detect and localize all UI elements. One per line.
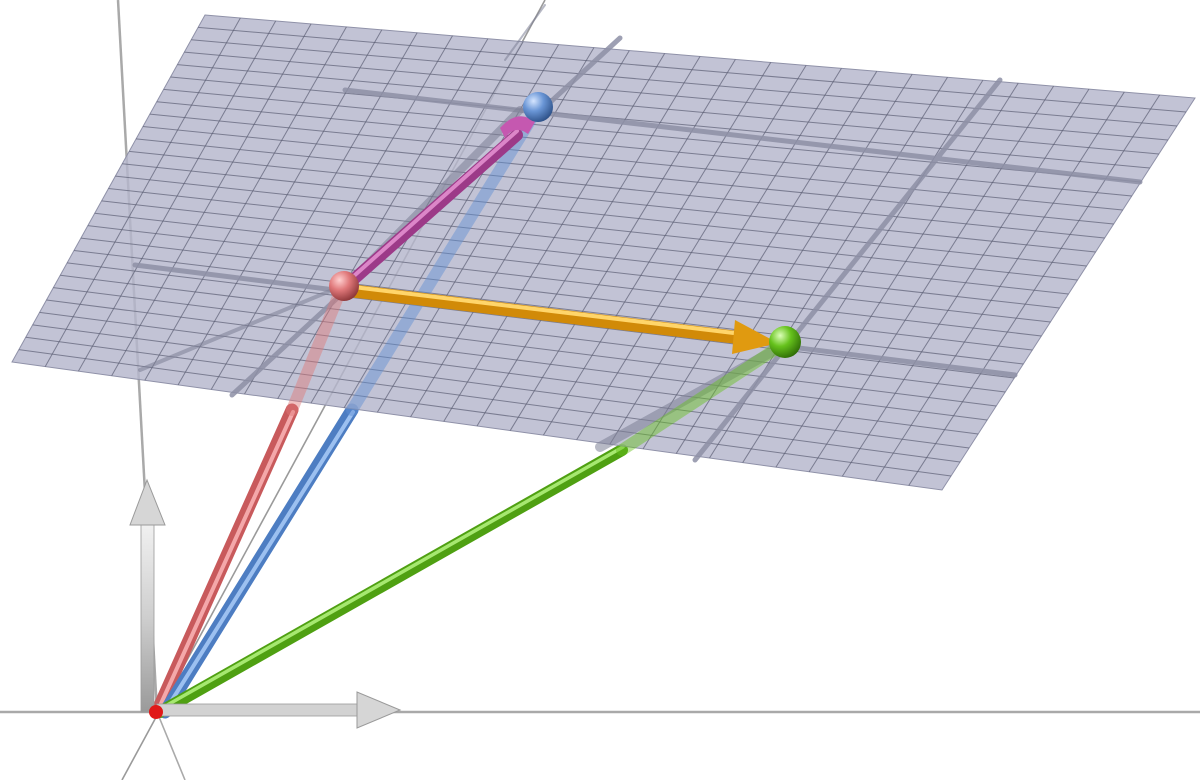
position-vectors-upper (286, 102, 791, 456)
plane-grid-line-v (60, 274, 1006, 393)
point-red[interactable] (329, 271, 359, 301)
vector-red-to-green-head (732, 320, 778, 354)
plane-grid-line-u (742, 79, 984, 463)
point-blue[interactable] (523, 92, 553, 122)
plane-grid-line-v (108, 188, 1069, 295)
plane-grid-line-u (543, 62, 772, 436)
y-axis-line-back (156, 711, 186, 780)
plane-grid-line-v (80, 237, 1033, 351)
plane-surface (11, 14, 1196, 491)
plane-grid-line-v (39, 311, 979, 435)
position-vector-green-lower (154, 444, 628, 718)
plane-grid-line-v (101, 200, 1060, 309)
origin-point (149, 705, 163, 719)
vector-red-to-green-hl (343, 284, 744, 336)
position-vector-blue-lower-hl (165, 410, 355, 710)
z-unit-arrow-shaft (140, 519, 155, 713)
position-vector-green-lower-hl (160, 445, 625, 710)
plane-grid-line-v (73, 249, 1024, 365)
plane-grid-line-u (775, 82, 1019, 468)
unit-axis-arrows (129, 478, 402, 729)
position-vector-green-upper (616, 337, 791, 456)
position-vector-red-lower-hl (157, 410, 295, 710)
plane-grid-line-v (94, 212, 1051, 323)
plane-grid-line-v (87, 225, 1042, 337)
plane-grid-line-u (675, 74, 913, 454)
z-unit-arrow-head (129, 478, 166, 526)
plane-vectors (338, 116, 778, 354)
plane-grid-line-v (53, 287, 997, 407)
plane-grid-line-u (509, 59, 736, 431)
position-vector-blue-upper (346, 102, 544, 416)
shadow-red-vector (138, 284, 344, 372)
plane-grid-line-u (908, 94, 1161, 486)
position-vector-red-upper (286, 281, 348, 416)
plane-grid-line-u (808, 85, 1054, 472)
plane-grid-line-u (875, 91, 1125, 482)
plane-grid-line-v (67, 262, 1015, 379)
shadow-y-axis (504, 4, 546, 61)
plane-grid (18, 17, 1187, 486)
plane-grid-line-u (576, 65, 807, 440)
plane-grid-line-u (642, 71, 878, 450)
points[interactable] (329, 92, 801, 358)
vector-red-to-blue-head (500, 116, 535, 138)
plane-grid-line-v (32, 324, 970, 449)
plane-ridge-4 (692, 77, 1003, 463)
plane (11, 4, 1196, 491)
shadow-green-vector (595, 345, 780, 452)
point-green[interactable] (769, 326, 801, 358)
x-unit-arrow-head (356, 691, 402, 729)
position-vectors-lower (150, 403, 628, 719)
plane-grid-line-v (25, 336, 961, 463)
plane-grid-line-v (18, 349, 952, 477)
plane-ridge-1 (342, 87, 1143, 185)
vector-red-to-green (338, 283, 749, 345)
plane-grid-line-u (609, 68, 842, 445)
plane-grid-line-u (841, 88, 1090, 477)
plane-grid-line-v (46, 299, 988, 421)
x-unit-arrow-shaft (156, 703, 363, 717)
vector-red-to-blue (339, 129, 523, 293)
vector-red-to-blue-hl (344, 129, 519, 285)
